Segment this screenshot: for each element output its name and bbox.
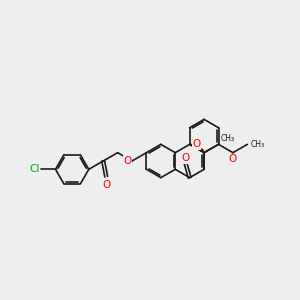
Text: CH₃: CH₃: [251, 140, 265, 149]
Text: Cl: Cl: [29, 164, 40, 174]
Text: O: O: [181, 153, 189, 163]
Text: O: O: [102, 180, 110, 190]
Text: CH₃: CH₃: [220, 134, 234, 143]
Text: O: O: [229, 154, 237, 164]
Text: O: O: [192, 140, 200, 149]
Text: O: O: [123, 156, 131, 166]
